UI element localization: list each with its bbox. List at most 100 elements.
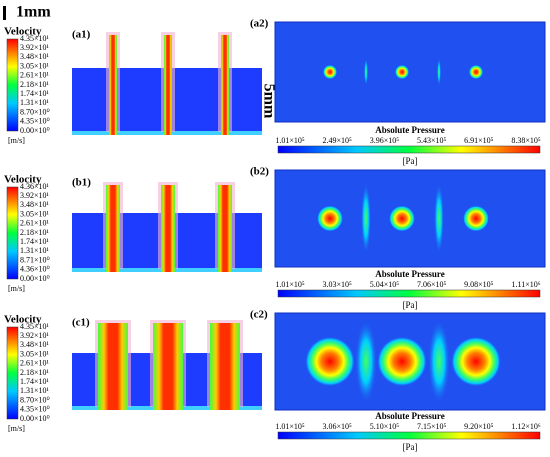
height-label: 5mm bbox=[260, 84, 277, 119]
colorbar-tick-label: 3.03×10⁵ bbox=[323, 280, 353, 289]
jet bbox=[161, 185, 175, 272]
pressure-spot bbox=[395, 65, 409, 79]
colorbar-tick-label: 3.92×10¹ bbox=[20, 43, 50, 52]
colorbar-tick-label: 1.74×10¹ bbox=[20, 377, 50, 386]
colorbar-tick-label: 3.96×10⁵ bbox=[370, 136, 400, 145]
colorbar-tick-label: 4.35×10⁰ bbox=[20, 117, 50, 126]
colorbar-tick-label: 4.36×10¹ bbox=[20, 182, 50, 191]
jet bbox=[153, 323, 183, 410]
colorbar-tick-label: 3.48×10¹ bbox=[20, 200, 50, 209]
colorbar-unit: [Pa] bbox=[403, 442, 418, 452]
colorbar-unit: [m/s] bbox=[8, 136, 25, 145]
colorbar-unit: [Pa] bbox=[403, 156, 418, 166]
colorbar-title: Velocity bbox=[4, 174, 42, 186]
pressure-spot bbox=[377, 336, 427, 387]
panel-label: (a2) bbox=[250, 18, 269, 30]
panel-label: (b1) bbox=[72, 177, 91, 189]
colorbar bbox=[277, 145, 541, 154]
panel-label: (b2) bbox=[250, 166, 269, 178]
colorbar-tick-label: 3.92×10¹ bbox=[20, 191, 50, 200]
colorbar-tick-label: 6.91×10⁵ bbox=[464, 136, 494, 145]
colorbar-tick-label: 0.00×10⁰ bbox=[20, 274, 50, 283]
pressure-band bbox=[355, 319, 377, 404]
colorbar-tick-label: 1.01×10⁵ bbox=[275, 280, 305, 289]
jet bbox=[210, 323, 240, 410]
colorbar-tick-label: 2.61×10¹ bbox=[20, 71, 50, 80]
colorbar-tick-label: 1.74×10¹ bbox=[20, 89, 50, 98]
pressure-band bbox=[434, 182, 444, 255]
colorbar-tick-label: 2.61×10¹ bbox=[20, 219, 50, 228]
colorbar-tick-label: 1.01×10⁵ bbox=[275, 136, 305, 145]
colorbar bbox=[6, 326, 19, 420]
panel-label: (a1) bbox=[72, 29, 91, 41]
colorbar-tick-label: 1.31×10¹ bbox=[20, 386, 50, 395]
colorbar-tick-label: 5.10×10⁵ bbox=[370, 422, 400, 431]
jet bbox=[218, 185, 232, 272]
colorbar-tick-label: 1.12×10⁶ bbox=[511, 422, 541, 431]
jet bbox=[109, 35, 117, 135]
colorbar-tick-label: 0.00×10⁰ bbox=[20, 126, 50, 135]
pressure-band bbox=[364, 58, 368, 86]
colorbar-tick-label: 3.05×10¹ bbox=[20, 209, 50, 218]
colorbar-tick-label: 4.35×10¹ bbox=[20, 34, 50, 43]
colorbar-tick-label: 2.61×10¹ bbox=[20, 359, 50, 368]
colorbar-tick-label: 8.71×10⁰ bbox=[20, 255, 50, 264]
panel-label: (c1) bbox=[72, 317, 90, 329]
colorbar-unit: [Pa] bbox=[403, 300, 418, 310]
panel-label: (c2) bbox=[250, 309, 268, 321]
pressure-spot bbox=[451, 336, 501, 387]
colorbar-title: Absolute Pressure bbox=[375, 125, 444, 135]
colorbar bbox=[6, 38, 19, 132]
colorbar-tick-label: 7.06×10⁵ bbox=[417, 280, 447, 289]
pressure-spot bbox=[389, 205, 415, 232]
colorbar bbox=[6, 186, 19, 280]
colorbar-title: Velocity bbox=[4, 314, 42, 326]
pressure-band bbox=[428, 319, 450, 404]
colorbar-tick-label: 8.70×10⁰ bbox=[20, 107, 50, 116]
colorbar-tick-label: 8.38×10⁵ bbox=[511, 136, 541, 145]
colorbar-tick-label: 1.31×10¹ bbox=[20, 98, 50, 107]
colorbar-tick-label: 5.43×10⁵ bbox=[417, 136, 447, 145]
colorbar-tick-label: 9.20×10⁵ bbox=[464, 422, 494, 431]
colorbar bbox=[277, 289, 541, 298]
colorbar-tick-label: 7.15×10⁵ bbox=[417, 422, 447, 431]
colorbar-tick-label: 4.36×10⁰ bbox=[20, 265, 50, 274]
colorbar-tick-label: 4.35×10¹ bbox=[20, 322, 50, 331]
pressure-spot bbox=[463, 205, 489, 232]
colorbar-tick-label: 5.04×10⁵ bbox=[370, 280, 400, 289]
pressure-spot bbox=[323, 65, 337, 79]
colorbar-tick-label: 8.70×10⁰ bbox=[20, 395, 50, 404]
pressure-field bbox=[274, 21, 546, 123]
colorbar bbox=[277, 431, 541, 440]
colorbar-tick-label: 1.31×10¹ bbox=[20, 246, 50, 255]
colorbar-tick-label: 4.35×10⁰ bbox=[20, 405, 50, 414]
scale-label: 1mm bbox=[16, 4, 51, 21]
colorbar-tick-label: 3.48×10¹ bbox=[20, 52, 50, 61]
pressure-spot bbox=[317, 205, 343, 232]
jet bbox=[106, 185, 120, 272]
scale-mark bbox=[3, 6, 6, 20]
colorbar-unit: [m/s] bbox=[8, 284, 25, 293]
colorbar-unit: [m/s] bbox=[8, 424, 25, 433]
colorbar-tick-label: 3.05×10¹ bbox=[20, 349, 50, 358]
colorbar-tick-label: 9.08×10⁵ bbox=[464, 280, 494, 289]
colorbar-tick-label: 3.92×10¹ bbox=[20, 331, 50, 340]
colorbar-tick-label: 0.00×10⁰ bbox=[20, 414, 50, 423]
colorbar-tick-label: 2.49×10⁵ bbox=[323, 136, 353, 145]
colorbar-title: Velocity bbox=[4, 26, 42, 38]
jet bbox=[221, 35, 229, 135]
pressure-band bbox=[361, 182, 371, 255]
colorbar-tick-label: 1.01×10⁵ bbox=[275, 422, 305, 431]
colorbar-tick-label: 3.48×10¹ bbox=[20, 340, 50, 349]
pressure-band bbox=[437, 58, 441, 86]
colorbar-tick-label: 1.11×10⁶ bbox=[511, 280, 540, 289]
colorbar-title: Absolute Pressure bbox=[375, 411, 444, 421]
jet bbox=[164, 35, 172, 135]
pressure-spot bbox=[469, 65, 483, 79]
colorbar-tick-label: 3.06×10⁵ bbox=[323, 422, 353, 431]
colorbar-title: Absolute Pressure bbox=[375, 269, 444, 279]
colorbar-tick-label: 3.05×10¹ bbox=[20, 61, 50, 70]
jet bbox=[98, 323, 128, 410]
colorbar-tick-label: 2.18×10¹ bbox=[20, 368, 50, 377]
